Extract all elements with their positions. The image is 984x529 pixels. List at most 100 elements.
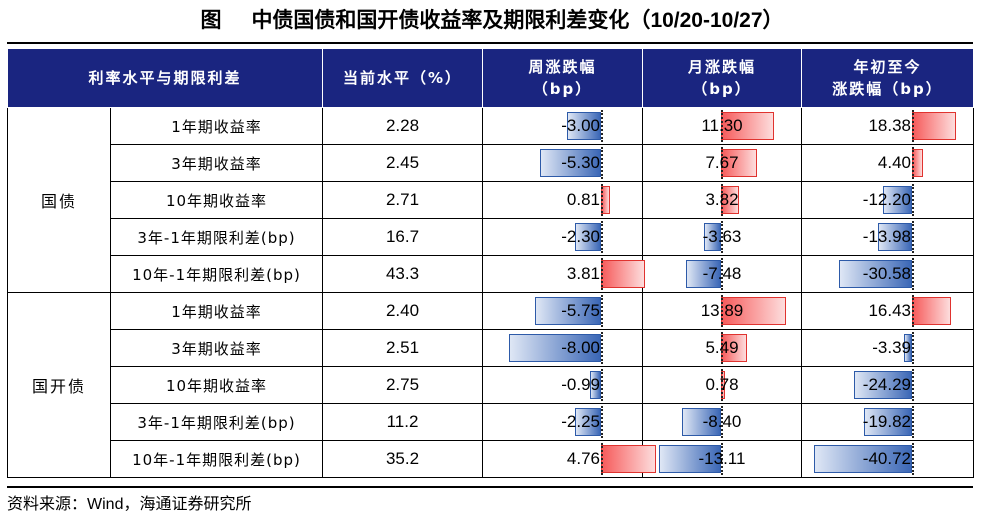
- ytd-zero-line: [912, 369, 914, 401]
- weekly-bar-container: -5.30: [483, 145, 642, 181]
- ytd-change-value: -13.98: [862, 227, 911, 246]
- ytd-change-cell: -19.82: [801, 403, 974, 441]
- monthly-zero-line: [721, 369, 723, 401]
- ytd-change-cell: -3.39: [801, 329, 974, 367]
- monthly-zero-line: [721, 184, 723, 216]
- weekly-bar: [575, 408, 601, 436]
- group-label: 国开债: [7, 292, 111, 478]
- bottom-rule: [7, 486, 973, 488]
- weekly-change-cell: 3.81: [482, 255, 645, 293]
- monthly-change-cell: 0.78: [642, 366, 802, 404]
- ytd-bar-container: -12.20: [802, 182, 973, 218]
- weekly-bar-container: 0.81: [483, 182, 642, 218]
- monthly-bar-container: -8.40: [643, 404, 801, 440]
- metric-name: 3年期收益率: [110, 144, 323, 182]
- weekly-zero-line: [601, 147, 603, 179]
- table-row: 3年期收益率 2.45 -5.30 7.67 4.40: [8, 144, 974, 182]
- current-level: 16.7: [322, 218, 483, 256]
- ytd-zero-line: [912, 443, 914, 475]
- monthly-change-cell: -13.11: [642, 440, 802, 478]
- ytd-change-cell: -12.20: [801, 181, 974, 219]
- weekly-zero-line: [601, 184, 603, 216]
- metric-name: 3年-1年期限利差(bp): [110, 218, 323, 256]
- monthly-zero-line: [721, 147, 723, 179]
- metric-name: 10年-1年期限利差(bp): [110, 440, 323, 478]
- top-rule: [7, 42, 973, 44]
- monthly-zero-line: [721, 332, 723, 364]
- table-row: 3年-1年期限利差(bp) 11.2 -2.25 -8.40 -19.82: [8, 403, 974, 441]
- weekly-change-cell: 0.81: [482, 181, 643, 219]
- weekly-change-value: -2.30: [561, 227, 600, 246]
- weekly-change-cell: 4.76: [482, 440, 656, 478]
- monthly-bar-container: -13.11: [643, 441, 801, 477]
- metric-name: 10年期收益率: [110, 181, 323, 219]
- monthly-bar: [685, 260, 721, 288]
- weekly-bar-container: -2.30: [483, 219, 642, 255]
- monthly-change-cell: 13.89: [642, 292, 802, 330]
- monthly-bar: [721, 297, 787, 325]
- ytd-change-value: -40.72: [862, 449, 911, 468]
- ytd-bar-container: 16.43: [802, 293, 973, 329]
- weekly-change-value: 0.81: [566, 190, 600, 209]
- metric-name: 10年-1年期限利差(bp): [110, 255, 323, 293]
- table-row: 国开债 1年期收益率 2.40 -5.75 13.89 16.43: [7, 292, 974, 478]
- weekly-change-value: 4.76: [566, 449, 600, 468]
- monthly-zero-line: [721, 406, 723, 438]
- weekly-bar: [574, 223, 601, 251]
- monthly-bar: [659, 445, 721, 473]
- ytd-change-value: -12.20: [862, 190, 911, 209]
- current-level: 2.40: [322, 292, 483, 330]
- weekly-bar: [509, 334, 601, 362]
- weekly-bar: [540, 149, 601, 177]
- table-row: 10年-1年期限利差(bp) 43.3 3.81 -7.48 -30.58: [8, 255, 974, 293]
- monthly-change-cell: 3.82: [642, 181, 802, 219]
- monthly-bar-container: -3.63: [643, 219, 801, 255]
- metric-name: 3年-1年期限利差(bp): [110, 403, 323, 441]
- monthly-change-value: -7.48: [702, 264, 742, 283]
- ytd-bar-container: -40.72: [802, 441, 973, 477]
- ytd-change-value: 4.40: [877, 153, 911, 172]
- ytd-bar: [864, 408, 912, 436]
- ytd-zero-line: [912, 406, 914, 438]
- monthly-bar-container: -7.48: [643, 256, 801, 292]
- ytd-bar: [878, 223, 912, 251]
- weekly-bar-container: -2.25: [483, 404, 642, 440]
- weekly-zero-line: [601, 369, 603, 401]
- ytd-change-cell: -13.98: [801, 218, 974, 256]
- weekly-bar: [601, 260, 645, 288]
- ytd-change-cell: 18.38: [801, 107, 974, 145]
- current-level: 2.45: [322, 144, 483, 182]
- monthly-zero-line: [721, 258, 723, 290]
- monthly-bar-container: 7.67: [643, 145, 801, 181]
- figure-title-text: 中债国债和国开债收益率及期限利差变化（: [251, 8, 651, 32]
- table-row: 10年-1年期限利差(bp) 35.2 4.76 -13.11 -40.72: [8, 440, 974, 478]
- metric-name: 3年期收益率: [110, 329, 323, 367]
- header-monthly: 月涨跌幅 （bp）: [642, 48, 802, 108]
- weekly-bar-container: 3.81: [483, 256, 645, 292]
- monthly-bar-container: 3.82: [643, 182, 801, 218]
- weekly-change-value: -0.99: [561, 375, 600, 394]
- weekly-change-cell: -5.75: [482, 292, 643, 330]
- monthly-change-value: -13.11: [698, 449, 746, 468]
- ytd-zero-line: [912, 332, 914, 364]
- monthly-change-cell: 7.67: [642, 144, 802, 182]
- table-row: 3年期收益率 2.51 -8.00 5.49 -3.39: [8, 329, 974, 367]
- weekly-change-cell: -2.30: [482, 218, 643, 256]
- weekly-bar: [601, 445, 656, 473]
- yield-table: 利率水平与期限利差 当前水平（%） 周涨跌幅 （bp） 月涨跌幅 （bp） 年初至今…: [7, 48, 974, 478]
- ytd-change-cell: 4.40: [801, 144, 974, 182]
- weekly-bar-container: -0.99: [483, 367, 642, 403]
- ytd-change-value: 18.38: [868, 116, 911, 135]
- monthly-bar-container: 13.89: [643, 293, 801, 329]
- monthly-change-value: 5.49: [705, 338, 739, 357]
- metric-name: 10年期收益率: [110, 366, 323, 404]
- ytd-zero-line: [912, 295, 914, 327]
- table-row: 3年-1年期限利差(bp) 16.7 -2.30 -3.63 -13.98: [8, 218, 974, 256]
- ytd-zero-line: [912, 147, 914, 179]
- ytd-change-cell: -30.58: [801, 255, 974, 293]
- monthly-bar-container: 0.78: [643, 367, 801, 403]
- source-note: 资料来源：Wind，海通证券研究所: [7, 492, 251, 517]
- ytd-bar: [912, 297, 952, 325]
- current-level: 2.28: [322, 107, 483, 145]
- header-level: 当前水平（%）: [322, 48, 483, 108]
